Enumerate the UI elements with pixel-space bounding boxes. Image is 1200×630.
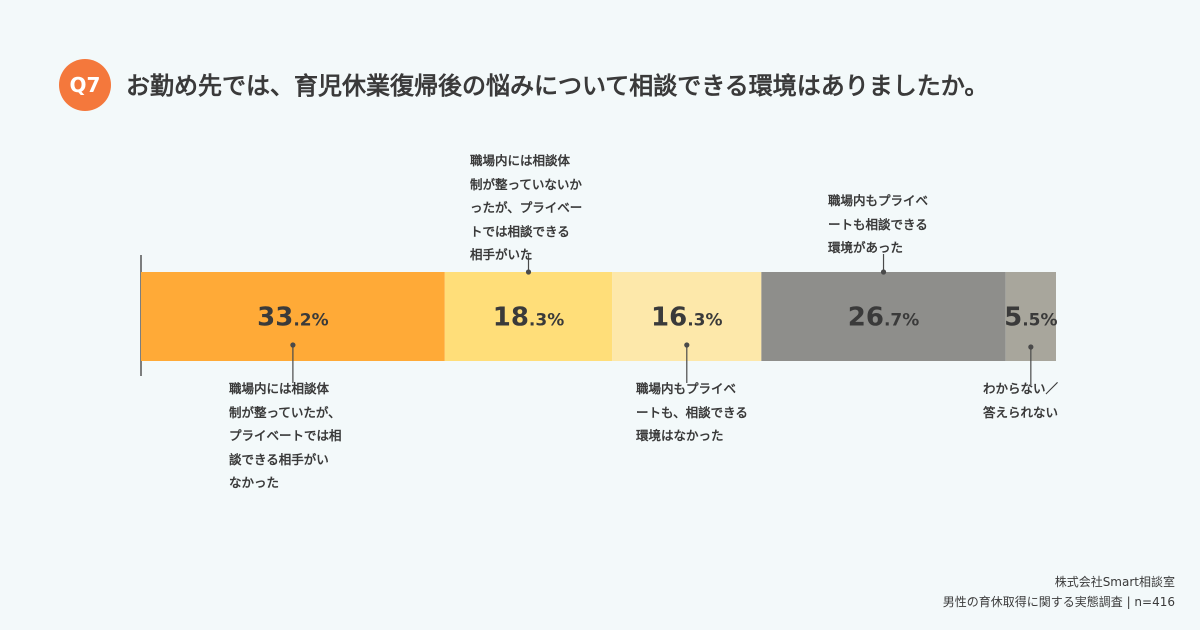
source-survey: 男性の育休取得に関する実態調査 | n=416 <box>942 595 1175 609</box>
value-label-2: 16.3% <box>651 303 723 333</box>
label-segment-1: 職場内には相談体 制が整っていないか ったが、プライベー トでは相談できる 相手… <box>470 153 583 262</box>
chart-title: お勤め先では、育児休業復帰後の悩みについて相談できる環境はありましたか。 <box>126 72 989 100</box>
leader-dot-1 <box>525 269 532 275</box>
leader-dot-0 <box>290 342 296 348</box>
bar-segment-3 <box>761 272 1006 361</box>
value-label-1: 18.3% <box>493 303 565 333</box>
label-segment-3: 職場内もプライベ ートも相談できる 環境があった <box>828 193 929 255</box>
value-label-3: 26.7% <box>848 303 920 333</box>
question-badge: Q7 <box>59 59 111 111</box>
leader-dot-2 <box>684 342 690 348</box>
leader-dot-4 <box>1028 344 1034 350</box>
source-company: 株式会社Smart相談室 <box>1054 575 1175 589</box>
source-note: 株式会社Smart相談室 男性の育休取得に関する実態調査 | n=416 <box>943 572 1175 612</box>
value-label-0: 33.2% <box>257 303 329 333</box>
bar-segment-1 <box>444 272 613 361</box>
label-segment-0: 職場内には相談体 制が整っていたが、 プライベートでは相 談できる相手がい なか… <box>229 381 342 490</box>
label-segment-4: わからない／ 答えられない <box>983 381 1059 420</box>
label-segment-2: 職場内もプライベ ートも、相談できる 環境はなかった <box>636 381 748 443</box>
leader-dot-3 <box>880 269 887 275</box>
value-label-4: 5.5% <box>1004 303 1057 333</box>
